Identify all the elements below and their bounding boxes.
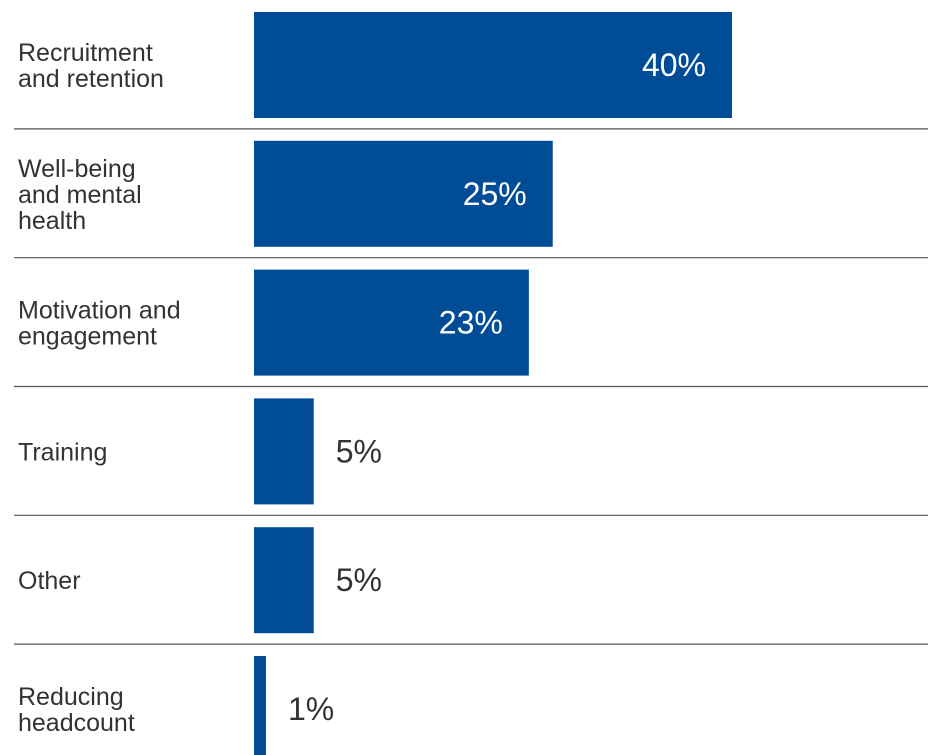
category-label-0: Recruitment and retention: [18, 39, 164, 93]
category-labels: Recruitment and retention Well-being and me…: [18, 39, 181, 737]
bar-4: [254, 527, 314, 634]
category-label-line: engagement: [18, 323, 157, 351]
category-label-line: and mental: [18, 181, 142, 209]
bar-1: [254, 140, 553, 247]
value-label-1: 25%: [463, 176, 527, 212]
category-label-line: Recruitment: [18, 39, 153, 67]
category-label-2: Motivation and engagement: [18, 297, 181, 351]
category-label-line: Reducing: [18, 683, 124, 711]
row-separators: [14, 128, 928, 645]
value-label-3: 5%: [336, 433, 382, 469]
bar-2: [254, 269, 529, 376]
bar-0: [254, 12, 732, 118]
bar-5: [254, 656, 266, 755]
category-label-3: Training: [18, 438, 107, 466]
category-label-1: Well-being and mental health: [18, 155, 142, 235]
category-label-4: Other: [18, 567, 81, 595]
value-label-5: 1%: [288, 691, 334, 727]
category-label-line: Other: [18, 567, 81, 595]
category-label-line: Well-being: [18, 155, 136, 183]
value-label-2: 23%: [439, 305, 503, 341]
category-label-5: Reducing headcount: [18, 683, 135, 737]
category-label-line: headcount: [18, 709, 135, 737]
bars: [254, 12, 732, 755]
value-labels: 40% 25% 23% 5% 5% 1%: [288, 47, 706, 727]
category-label-line: Motivation and: [18, 297, 181, 325]
value-label-0: 40%: [642, 47, 706, 83]
bar-3: [254, 398, 314, 505]
category-label-line: health: [18, 207, 86, 235]
category-label-line: Training: [18, 438, 107, 466]
value-label-4: 5%: [336, 562, 382, 598]
category-label-line: and retention: [18, 65, 164, 93]
